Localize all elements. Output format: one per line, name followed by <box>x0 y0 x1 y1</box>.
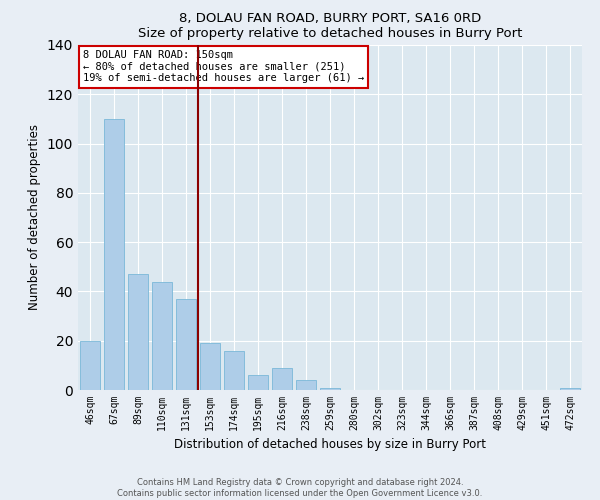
Bar <box>296 380 316 390</box>
Bar <box>272 368 292 390</box>
Bar <box>80 340 100 390</box>
Bar <box>224 350 244 390</box>
Bar <box>104 119 124 390</box>
Bar <box>200 343 220 390</box>
Text: 8 DOLAU FAN ROAD: 150sqm
← 80% of detached houses are smaller (251)
19% of semi-: 8 DOLAU FAN ROAD: 150sqm ← 80% of detach… <box>83 50 364 84</box>
Bar <box>176 299 196 390</box>
X-axis label: Distribution of detached houses by size in Burry Port: Distribution of detached houses by size … <box>174 438 486 452</box>
Text: Contains HM Land Registry data © Crown copyright and database right 2024.
Contai: Contains HM Land Registry data © Crown c… <box>118 478 482 498</box>
Bar <box>152 282 172 390</box>
Bar <box>560 388 580 390</box>
Bar <box>128 274 148 390</box>
Bar <box>320 388 340 390</box>
Title: 8, DOLAU FAN ROAD, BURRY PORT, SA16 0RD
Size of property relative to detached ho: 8, DOLAU FAN ROAD, BURRY PORT, SA16 0RD … <box>138 12 522 40</box>
Bar <box>248 375 268 390</box>
Y-axis label: Number of detached properties: Number of detached properties <box>28 124 41 310</box>
